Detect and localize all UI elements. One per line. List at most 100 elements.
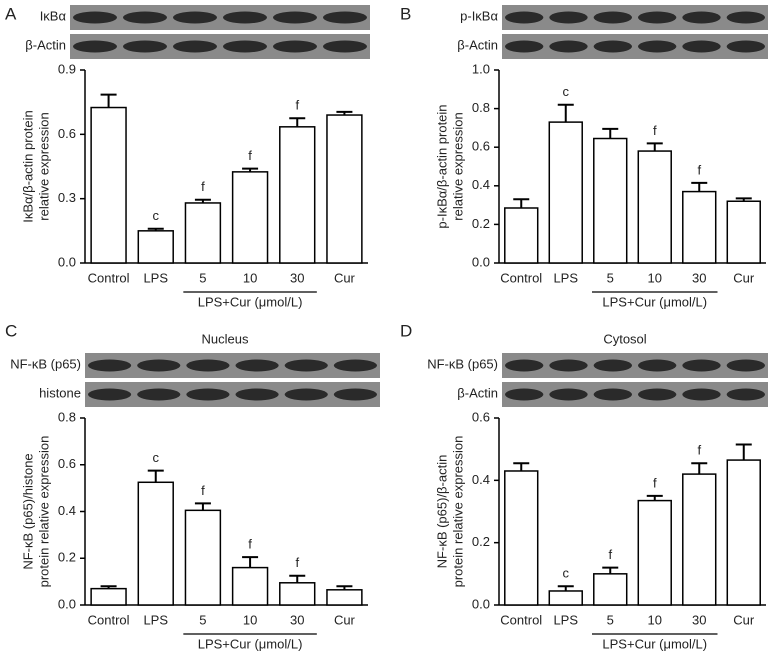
blot-label: β-Actin [457, 37, 498, 52]
blot-band [88, 359, 132, 372]
group-label: LPS+Cur (μmol/L) [602, 294, 707, 309]
y-axis-label: protein relative expression [36, 436, 51, 588]
x-tick-label: 10 [648, 612, 662, 627]
x-tick-label: LPS [143, 270, 168, 285]
y-tick-label: 0.9 [58, 61, 76, 76]
blot-band [638, 388, 677, 401]
blot-band [88, 388, 132, 401]
blot-label: NF-κB (p65) [10, 356, 81, 371]
blot-strip [70, 5, 370, 30]
blot-label: IκBα [40, 8, 67, 23]
y-tick-label: 1.0 [472, 61, 490, 76]
blot-band [333, 388, 377, 401]
significance-label: c [153, 208, 160, 223]
x-tick-label: Control [88, 270, 130, 285]
x-tick-label: Cur [334, 612, 356, 627]
blot-band [73, 40, 117, 53]
bar [504, 207, 539, 264]
significance-label: f [295, 98, 299, 113]
bar [593, 573, 628, 606]
significance-label: f [201, 483, 205, 498]
blot-band [273, 11, 317, 24]
bar [137, 481, 174, 606]
x-tick-label: 10 [243, 612, 257, 627]
blot-band [726, 40, 765, 53]
blot-band [73, 11, 117, 24]
x-tick-label: 30 [290, 270, 304, 285]
significance-label: f [653, 123, 657, 138]
significance-label: f [201, 179, 205, 194]
x-tick-label: 5 [607, 270, 614, 285]
blot-band [638, 11, 677, 24]
y-tick-label: 0.6 [472, 139, 490, 154]
bar [637, 499, 672, 606]
blot-band [682, 11, 721, 24]
bar [137, 230, 174, 264]
blot-band [137, 388, 181, 401]
y-tick-label: 0.6 [472, 409, 490, 424]
bar [593, 137, 628, 264]
blot-band [323, 11, 367, 24]
blot-band [682, 40, 721, 53]
bar [279, 126, 316, 264]
x-tick-label: 5 [199, 612, 206, 627]
significance-label: f [697, 162, 701, 177]
blot-band [186, 388, 230, 401]
blot-band [682, 388, 721, 401]
blot-band [173, 40, 217, 53]
blot-band [186, 359, 230, 372]
y-tick-label: 0.0 [472, 596, 490, 611]
blot-strip [502, 353, 768, 378]
blot-band [549, 40, 588, 53]
significance-label: f [248, 148, 252, 163]
blot-band [505, 359, 544, 372]
blot-band [549, 11, 588, 24]
bar [90, 106, 127, 264]
blot-band [123, 11, 167, 24]
blot-band [593, 388, 632, 401]
blot-label: β-Actin [25, 37, 66, 52]
group-label: LPS+Cur (μmol/L) [602, 636, 707, 651]
blot-band [593, 11, 632, 24]
blot-band [284, 388, 328, 401]
blot-band [323, 40, 367, 53]
significance-label: c [563, 84, 570, 99]
significance-label: f [653, 475, 657, 490]
blot-band [223, 40, 267, 53]
blot-band [549, 359, 588, 372]
x-tick-label: 10 [243, 270, 257, 285]
blot-strip [502, 5, 768, 30]
bar [231, 171, 269, 264]
y-tick-label: 0.4 [58, 503, 76, 518]
y-tick-label: 0.0 [58, 596, 76, 611]
blot-band [223, 11, 267, 24]
x-tick-label: Cur [334, 270, 356, 285]
blot-band [505, 40, 544, 53]
blot-strip [502, 34, 768, 59]
x-tick-label: 5 [199, 270, 206, 285]
x-tick-label: LPS [143, 612, 168, 627]
blot-band [284, 359, 328, 372]
y-tick-label: 0.6 [58, 126, 76, 141]
y-axis-label: IκBα/β-actin protein [20, 110, 35, 223]
bar [184, 202, 222, 264]
x-tick-label: Cur [733, 612, 755, 627]
bar [637, 150, 672, 264]
blot-band [505, 11, 544, 24]
bar [548, 121, 583, 264]
significance-label: c [563, 566, 570, 581]
y-tick-label: 0.2 [58, 550, 76, 565]
x-tick-label: Control [500, 270, 542, 285]
y-tick-label: 0.2 [472, 534, 490, 549]
bar [726, 200, 761, 264]
y-axis-label: protein relative expression [450, 436, 465, 588]
blot-band [682, 359, 721, 372]
significance-label: f [697, 443, 701, 458]
y-axis-label: p-IκBα/β-actin protein [434, 104, 449, 228]
y-tick-label: 0.0 [472, 254, 490, 269]
blot-band [726, 11, 765, 24]
bar [326, 589, 363, 606]
bar [184, 509, 222, 606]
y-tick-label: 0.4 [472, 472, 490, 487]
